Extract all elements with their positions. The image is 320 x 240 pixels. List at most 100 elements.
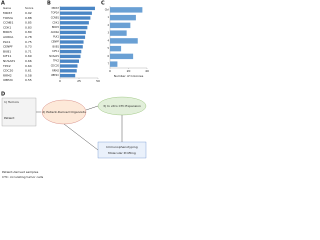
- bar: [110, 22, 131, 29]
- table-cell: 0.75: [25, 40, 32, 44]
- x-tick-label: 50: [96, 79, 100, 83]
- category-label: BIRC5: [52, 26, 60, 29]
- bar: [110, 53, 134, 60]
- bar: [60, 16, 91, 20]
- bar: [110, 14, 136, 21]
- category-label: CDC20: [51, 65, 60, 68]
- table-cell: CDK1: [3, 25, 11, 29]
- category-label: 6: [107, 55, 109, 58]
- table-cell: 0.64: [25, 64, 32, 68]
- table-cell: 0.85: [25, 21, 32, 25]
- node: Molecular Profiling: [108, 151, 136, 155]
- table-cell: 0.78: [25, 35, 32, 39]
- bar: [60, 59, 79, 63]
- panel-label: C: [101, 1, 105, 7]
- table-header: Score: [25, 6, 34, 10]
- bar: [110, 61, 118, 67]
- bar: [110, 30, 127, 36]
- bar: [60, 11, 92, 15]
- bar: [110, 7, 143, 13]
- category-label: AURKA: [51, 31, 60, 34]
- table-cell: 0.69: [25, 54, 32, 58]
- category-label: 7: [107, 63, 109, 66]
- bar: [60, 49, 82, 54]
- table-cell: 0.71: [25, 49, 32, 53]
- note: Patient-derived samples: [2, 170, 39, 174]
- bar: [60, 35, 86, 39]
- category-label: CENPF: [51, 41, 59, 44]
- box: [1, 97, 37, 127]
- x-tick-label: 25: [77, 79, 81, 83]
- table-cell: 0.80: [25, 30, 32, 34]
- note: CTC: circulating tumor cells: [2, 175, 44, 179]
- x-tick-label: 40: [145, 69, 149, 73]
- bar: [60, 21, 89, 25]
- table-cell: 0.83: [25, 25, 32, 29]
- table-cell: CCNB1: [3, 21, 13, 25]
- figure: A B C D 1) Tumors Patient 2) Patient-Der…: [1, 1, 149, 180]
- category-label: BUB1: [52, 45, 59, 48]
- node: 1) Tumors: [4, 100, 19, 104]
- table-cell: 0.66: [25, 59, 32, 63]
- table-cell: 0.92: [25, 11, 32, 15]
- table-cell: UBE2C: [3, 78, 13, 82]
- panel-label: A: [1, 1, 5, 7]
- category-label: 1: [107, 16, 109, 19]
- category-label: Ctrl: [105, 8, 110, 11]
- category-label: 3: [107, 32, 109, 35]
- category-label: 4: [107, 39, 109, 42]
- table-cell: KIF11: [3, 54, 11, 58]
- node: 2) Patient-Derived Organoids: [42, 110, 86, 114]
- category-label: KIF11: [52, 50, 59, 53]
- table-cell: BUB1: [3, 49, 11, 53]
- table-cell: MKI67: [3, 11, 12, 15]
- category-label: PLK1: [53, 36, 59, 39]
- node: Immunophenotyping: [106, 145, 137, 149]
- bar: [60, 40, 84, 44]
- table-cell: TPX2: [2, 64, 11, 68]
- bar: [60, 6, 95, 11]
- bar: [60, 64, 78, 68]
- node: 3) In vitro CTC Expansion: [103, 104, 141, 108]
- category-label: NUSAP1: [49, 55, 59, 58]
- category-label: RRM2: [52, 69, 59, 72]
- x-tick-label: 20: [127, 69, 131, 73]
- bar: [60, 25, 88, 30]
- category-label: TOP2A: [51, 12, 59, 15]
- table-cell: AURKA: [3, 35, 14, 39]
- diagram: 1) Tumors Patient 2) Patient-Derived Org…: [1, 96, 147, 179]
- table-cell: 0.73: [25, 45, 32, 49]
- category-label: UBE2C: [51, 74, 59, 77]
- table-cell: CENPF: [3, 45, 13, 49]
- bar: [60, 45, 83, 49]
- bar: [60, 73, 76, 78]
- x-axis-label: Number of Colonies: [114, 74, 144, 78]
- table-cell: PLK1: [3, 40, 10, 44]
- panel-label: B: [47, 1, 51, 7]
- category-label: MKI67: [52, 7, 60, 10]
- category-label: 2: [107, 24, 109, 27]
- category-label: 5: [107, 47, 109, 50]
- bar: [60, 54, 81, 59]
- table-cell: 0.58: [25, 73, 32, 77]
- category-label: CCNB1: [51, 17, 60, 20]
- table-header: Gene: [3, 6, 11, 10]
- arrow: [36, 105, 123, 151]
- node: Patient: [4, 116, 15, 120]
- table-cell: CDC20: [3, 69, 13, 73]
- category-label: TPX2: [53, 60, 60, 63]
- table-cell: 0.88: [25, 16, 32, 20]
- bar: [110, 38, 138, 44]
- table-cell: NUSAP1: [3, 59, 15, 63]
- bar: [110, 45, 122, 52]
- table-cell: RRM2: [3, 73, 12, 77]
- x-tick-label: 0: [59, 79, 61, 83]
- table-cell: TOP2A: [2, 16, 14, 20]
- table-cell: BIRC5: [3, 30, 12, 34]
- table-cell: 0.55: [25, 78, 32, 82]
- bar: [60, 30, 86, 35]
- panel-label: D: [1, 92, 5, 98]
- bar: [60, 69, 77, 73]
- x-tick-label: 0: [109, 69, 111, 73]
- category-label: CDK1: [52, 21, 59, 24]
